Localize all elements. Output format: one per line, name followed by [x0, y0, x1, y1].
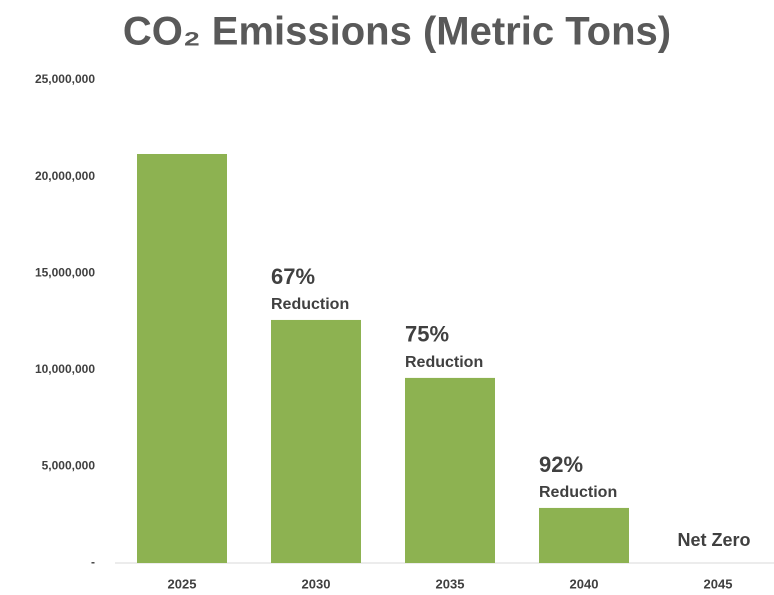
x-tick-label: 2040	[570, 576, 599, 591]
x-tick-label: 2035	[436, 576, 465, 591]
y-tick-label: 5,000,000	[42, 459, 96, 473]
bar	[405, 377, 495, 563]
annotation-percent: 67%	[271, 264, 315, 289]
x-tick-label: 2025	[168, 576, 197, 591]
y-tick-label: 25,000,000	[35, 72, 95, 86]
annotation-label: Reduction	[405, 354, 483, 371]
y-tick-label: 10,000,000	[35, 362, 95, 376]
bar	[271, 319, 361, 563]
annotation-percent: 75%	[405, 322, 449, 347]
chart-title: CO₂ Emissions (Metric Tons)	[123, 10, 671, 54]
y-tick-label: 15,000,000	[35, 265, 95, 279]
x-tick-label: 2045	[704, 576, 733, 591]
bar	[539, 507, 629, 563]
annotation-label: Net Zero	[677, 530, 750, 550]
y-tick-label: -	[91, 555, 95, 569]
bar	[137, 153, 227, 563]
annotation-label: Reduction	[271, 296, 349, 313]
x-tick-label: 2030	[302, 576, 331, 591]
annotation-percent: 92%	[539, 452, 583, 477]
annotation-label: Reduction	[539, 484, 617, 501]
y-tick-label: 20,000,000	[35, 169, 95, 183]
